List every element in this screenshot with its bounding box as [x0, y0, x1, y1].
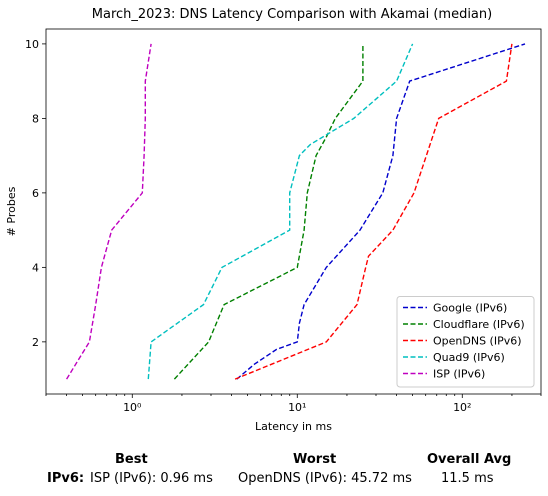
legend-entry: Cloudflare (IPv6): [433, 318, 525, 331]
x-axis-label: Latency in ms: [255, 420, 332, 433]
overall-avg-value: 11.5 ms: [441, 471, 494, 486]
x-tick-label: 10¹: [288, 401, 306, 414]
legend-box: [396, 296, 535, 388]
y-axis-label: # Probes: [5, 186, 18, 236]
x-tick-label: 10⁰: [123, 401, 142, 414]
plot-area: [66, 43, 526, 380]
legend-entry: OpenDNS (IPv6): [433, 335, 522, 348]
series-line-quad9-ipv6: [147, 43, 414, 380]
series-line-google-ipv6: [236, 43, 526, 380]
legend-entry: Google (IPv6): [433, 302, 507, 315]
y-tick-label: 2: [32, 336, 39, 349]
worst-value: OpenDNS (IPv6): 45.72 ms: [238, 471, 412, 486]
series-line-cloudflare-ipv6: [173, 43, 364, 380]
x-tick-label: 10²: [453, 401, 471, 414]
worst-header: Worst: [293, 452, 337, 467]
latency-chart: March_2023: DNS Latency Comparison with …: [5, 7, 542, 433]
series-line-isp-ipv6: [66, 43, 152, 380]
overall-avg-header: Overall Avg: [427, 452, 512, 467]
axes-frame: [45, 28, 542, 395]
x-axis: 10⁰ 10¹ 10²: [45, 394, 542, 414]
y-axis: 2 4 6 8 10: [25, 38, 46, 349]
y-tick-label: 6: [32, 187, 39, 200]
legend: Google (IPv6) Cloudflare (IPv6) OpenDNS (I…: [396, 296, 535, 388]
best-header: Best: [115, 452, 148, 467]
chart-title: March_2023: DNS Latency Comparison with …: [92, 7, 492, 22]
ipv6-row-label: IPv6:: [47, 471, 85, 486]
series-line-opendns-ipv6: [234, 43, 513, 380]
best-value: ISP (IPv6): 0.96 ms: [90, 471, 213, 486]
y-tick-label: 10: [25, 38, 39, 51]
legend-entry: Quad9 (IPv6): [433, 351, 505, 364]
y-tick-label: 8: [32, 112, 39, 125]
y-tick-label: 4: [32, 261, 39, 274]
legend-entry: ISP (IPv6): [433, 368, 485, 381]
